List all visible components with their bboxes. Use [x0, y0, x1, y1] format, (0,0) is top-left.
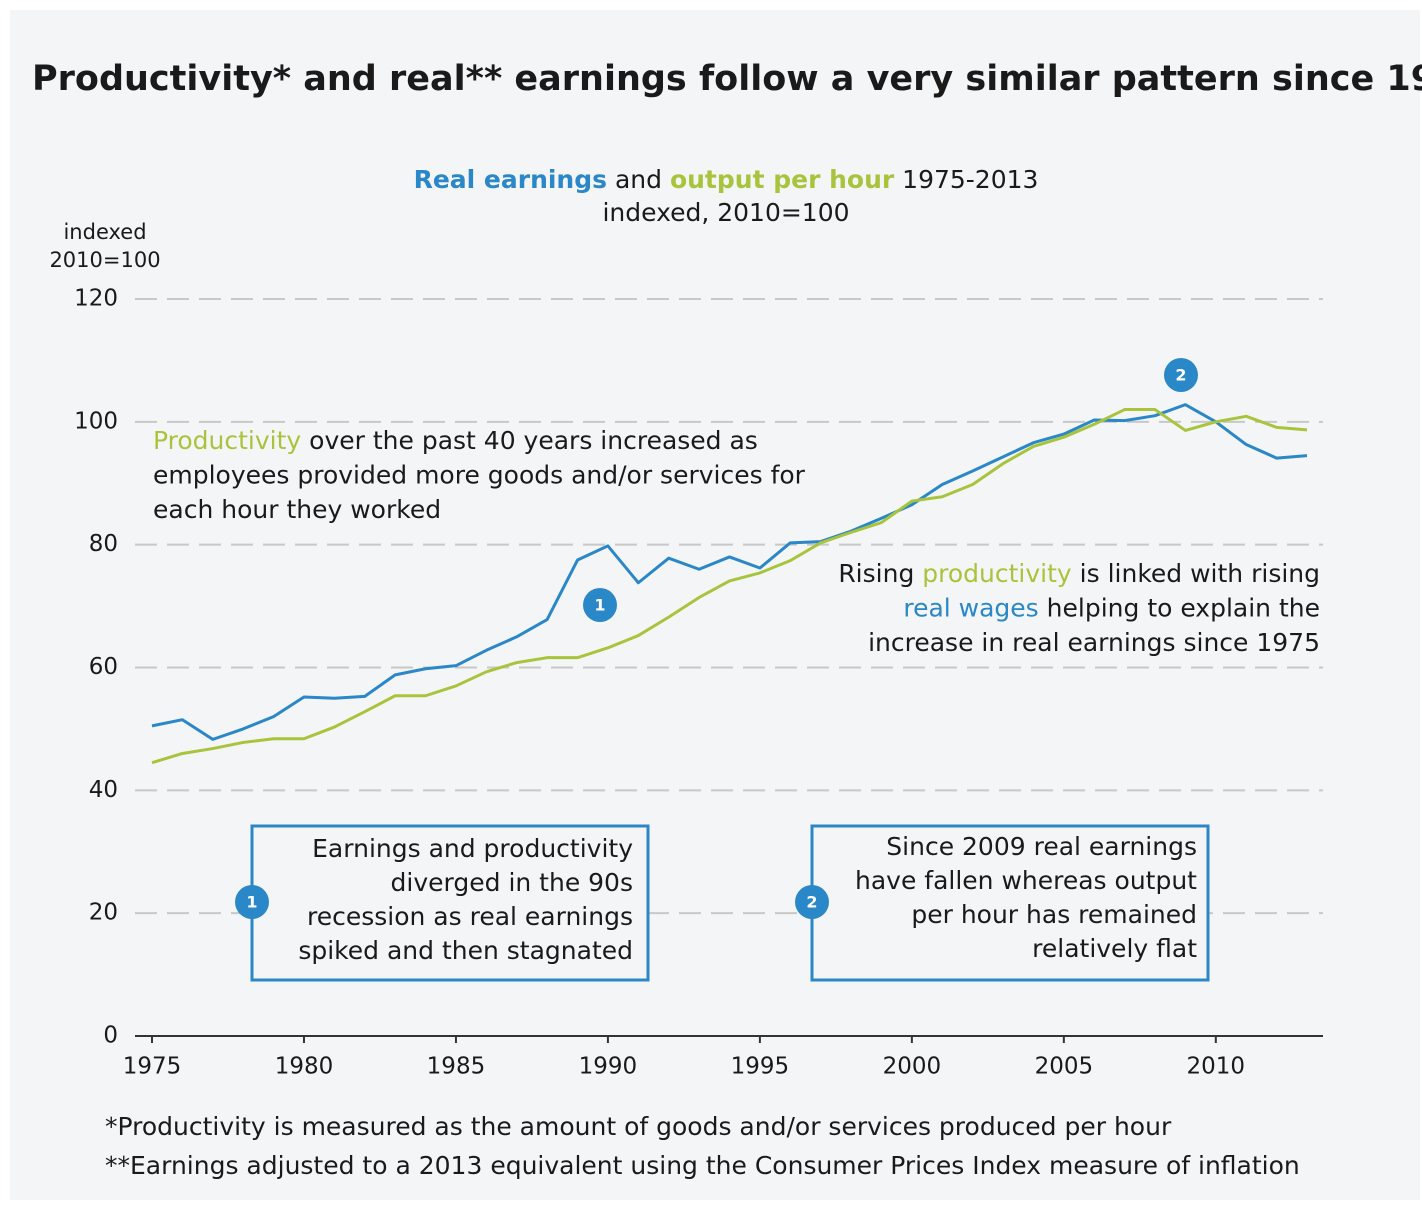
marker-label: 1 — [594, 596, 605, 615]
subtitle: indexed, 2010=100 — [602, 198, 849, 227]
annotation-part: real wages — [903, 594, 1038, 623]
annotation: each hour they worked — [153, 495, 441, 524]
subtitle-part: output per hour — [670, 165, 895, 194]
marker-label: 2 — [806, 893, 817, 912]
annotation-part: increase in real earnings since 1975 — [868, 628, 1320, 657]
marker — [1164, 358, 1198, 392]
marker — [583, 588, 617, 622]
annotation-part: productivity — [922, 559, 1072, 588]
y-tick-label: 40 — [89, 777, 118, 803]
annotation: Productivity over the past 40 years incr… — [153, 426, 758, 455]
x-tick-label: 2005 — [1035, 1054, 1094, 1080]
y-tick-label: 80 — [89, 531, 118, 557]
x-tick-label: 1985 — [427, 1054, 486, 1080]
subtitle-part: Real earnings — [414, 165, 607, 194]
note-text: have fallen whereas output — [855, 866, 1197, 895]
y-tick-label: 60 — [89, 654, 118, 680]
line-series — [151, 403, 1308, 741]
marker-label: 2 — [1175, 366, 1186, 385]
annotation: real wages helping to explain the — [903, 594, 1320, 623]
annotation: Rising productivity is linked with risin… — [838, 559, 1320, 588]
note-box — [250, 824, 650, 982]
marker — [235, 885, 269, 919]
annotation-part: Rising — [838, 559, 922, 588]
y-axis-label: 2010=100 — [49, 248, 160, 272]
annotation-part: helping to explain the — [1039, 594, 1320, 623]
x-tick-label: 2000 — [883, 1054, 942, 1080]
marker — [795, 885, 829, 919]
annotation: increase in real earnings since 1975 — [868, 628, 1320, 657]
y-tick-label: 120 — [74, 286, 118, 312]
note-text: Since 2009 real earnings — [886, 832, 1197, 861]
note-text: relatively flat — [1032, 934, 1197, 963]
x-tick-label: 1990 — [579, 1054, 638, 1080]
y-tick-label: 0 — [103, 1023, 118, 1049]
annotation-part: employees provided more goods and/or ser… — [153, 461, 806, 490]
annotation-part: is linked with rising — [1072, 559, 1320, 588]
annotation: employees provided more goods and/or ser… — [153, 461, 806, 490]
x-tick-label: 1980 — [275, 1054, 334, 1080]
line-series — [151, 408, 1308, 765]
chart-title: Productivity* and real** earnings follow… — [32, 59, 1422, 99]
note-text: spiked and then stagnated — [298, 936, 633, 965]
note-text: recession as real earnings — [307, 902, 633, 931]
note-text: Earnings and productivity — [312, 834, 633, 863]
subtitle: Real earnings and output per hour 1975-2… — [414, 165, 1039, 194]
y-tick-label: 20 — [89, 900, 118, 926]
annotation-part: Productivity — [153, 426, 301, 455]
x-tick-label: 1995 — [731, 1054, 790, 1080]
subtitle-part: 1975-2013 — [894, 165, 1038, 194]
background — [10, 10, 1420, 1200]
annotation-part: over the past 40 years increased as — [301, 426, 758, 455]
footnote: **Earnings adjusted to a 2013 equivalent… — [105, 1151, 1300, 1180]
x-tick-label: 1975 — [123, 1054, 182, 1080]
note-text: per hour has remained — [911, 900, 1197, 929]
y-tick-label: 100 — [74, 408, 118, 434]
x-tick-label: 2010 — [1187, 1054, 1246, 1080]
subtitle-part: and — [607, 165, 670, 194]
annotation-part: each hour they worked — [153, 495, 441, 524]
note-text: diverged in the 90s — [391, 868, 633, 897]
marker-label: 1 — [246, 893, 257, 912]
y-axis-label: indexed — [63, 220, 146, 244]
footnote: *Productivity is measured as the amount … — [105, 1112, 1172, 1141]
